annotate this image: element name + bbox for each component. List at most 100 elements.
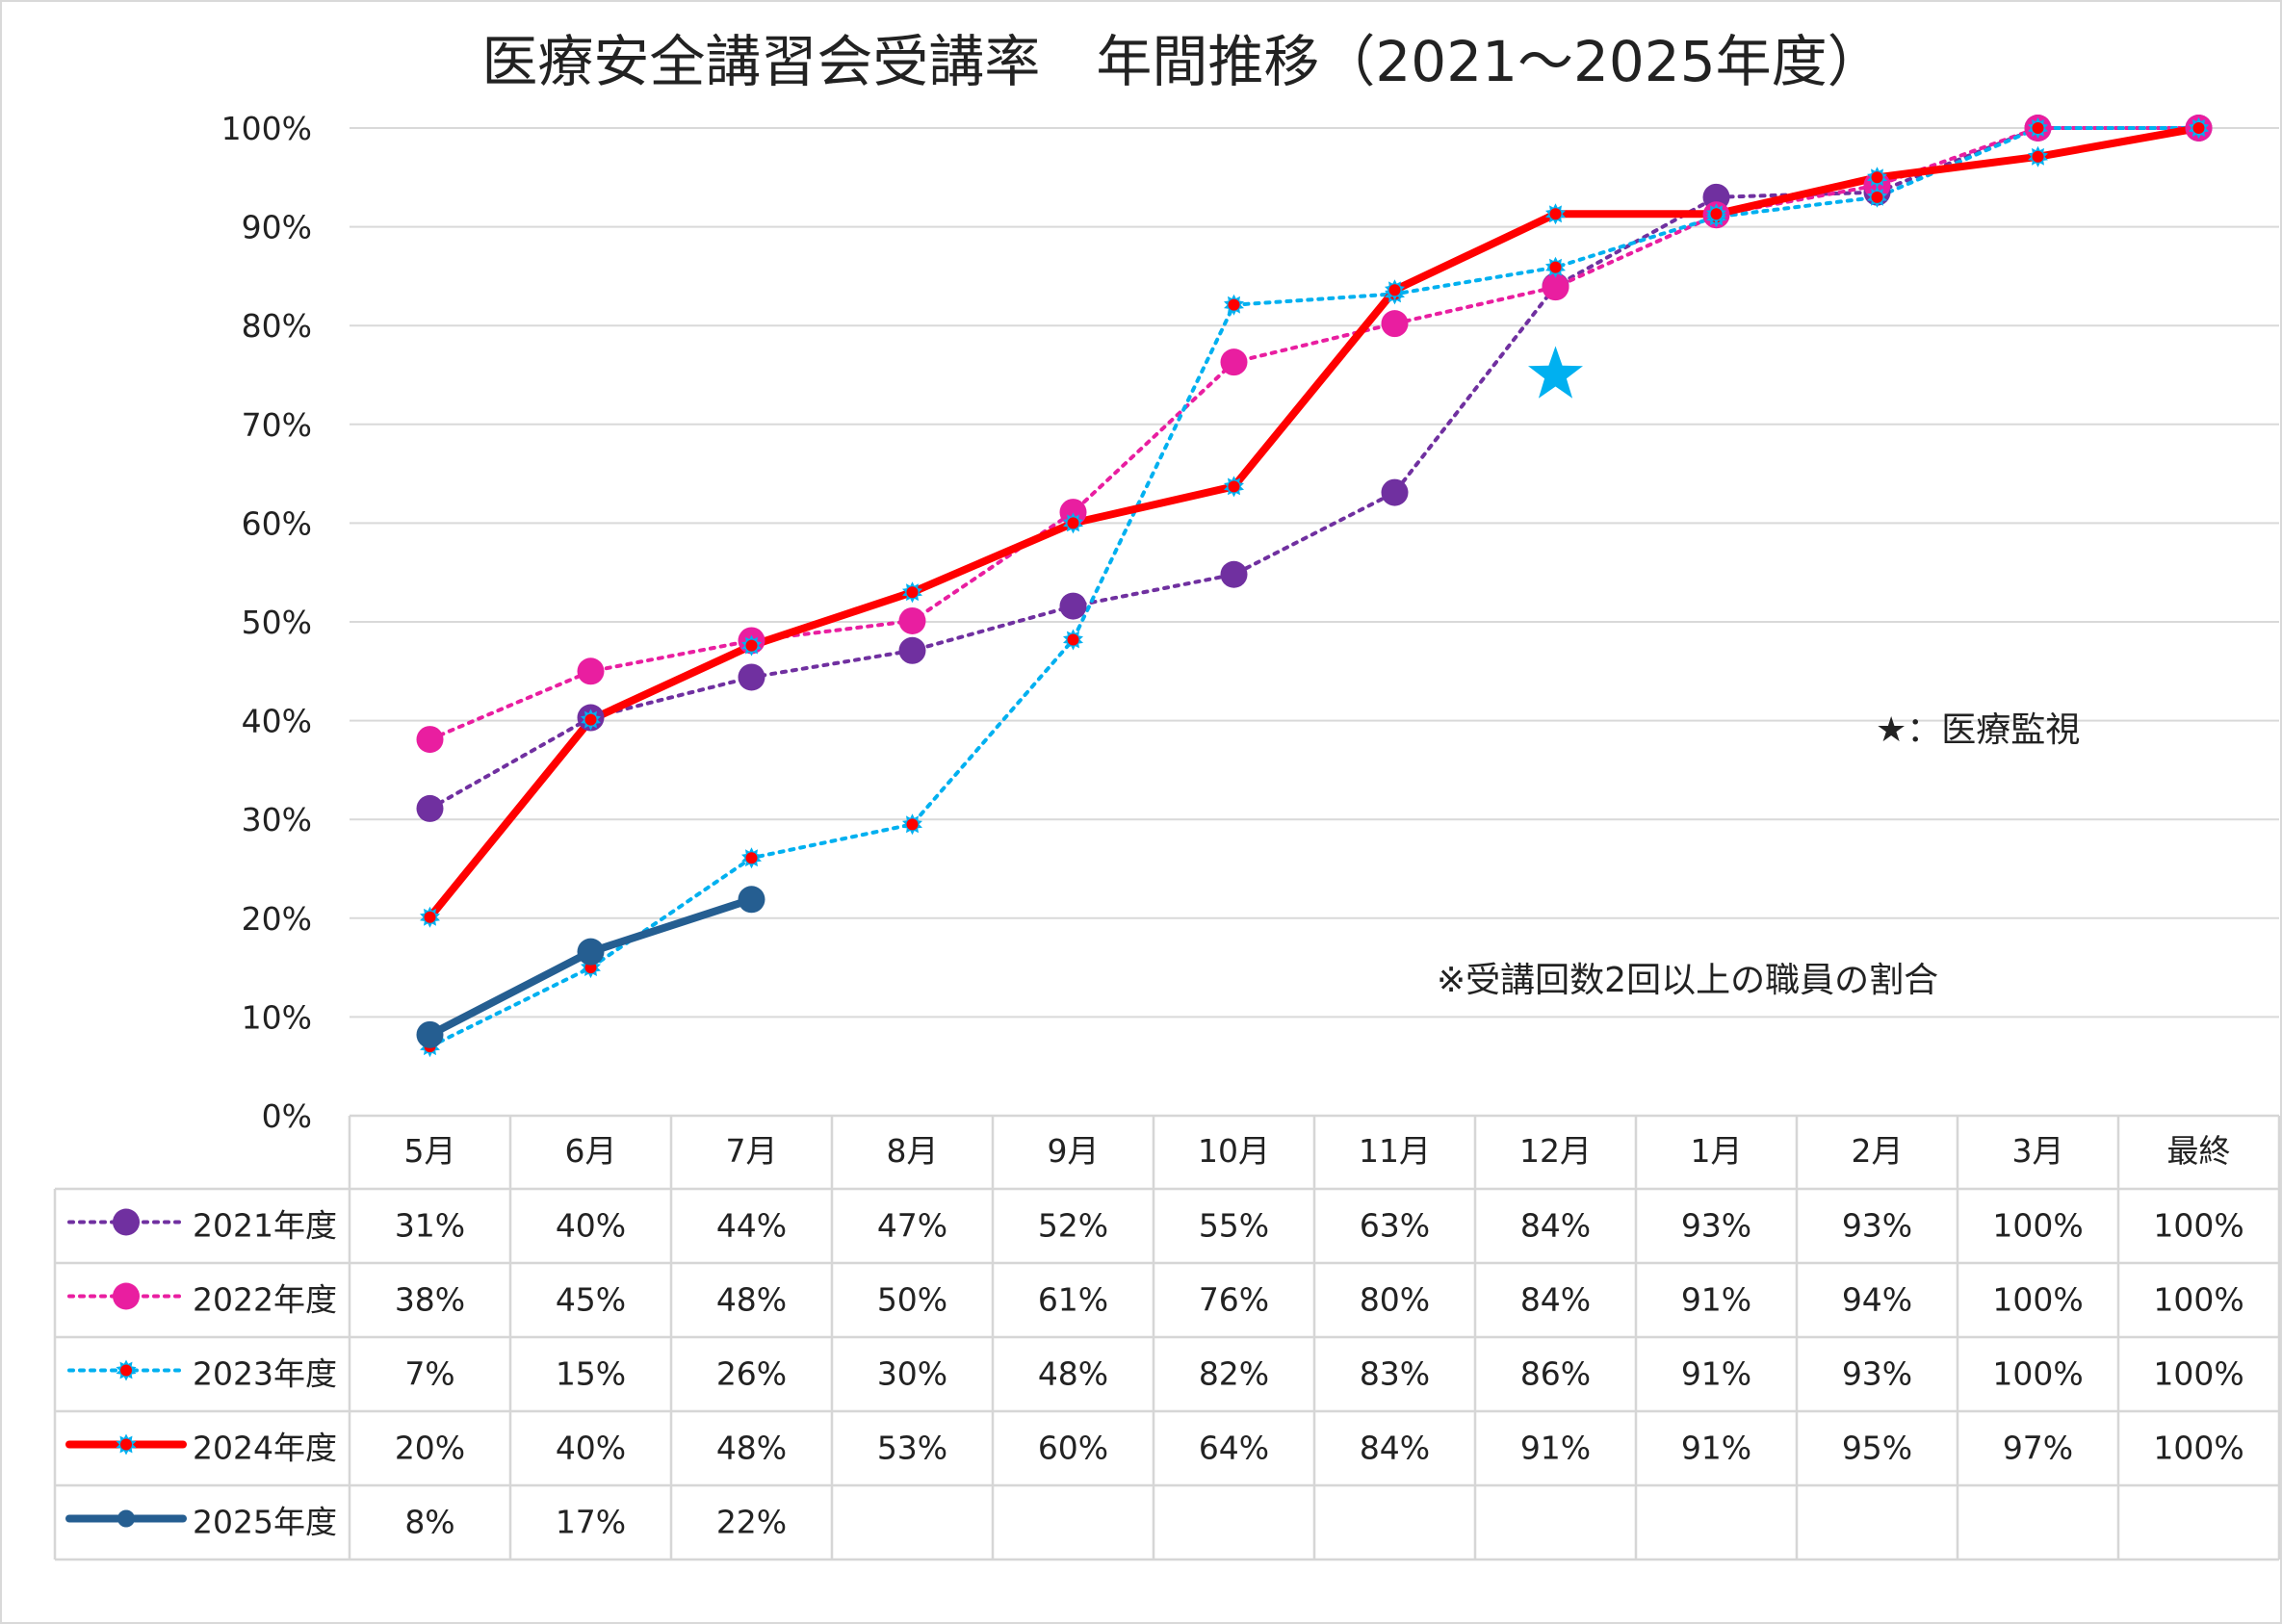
annotation-ratio-note: ※受講回数2回以上の職員の割合 [1437,961,1938,1000]
table-cell: 95% [1842,1430,1912,1467]
table-cell: 30% [877,1355,947,1393]
table-cell: 17% [556,1504,626,1541]
data-point-center [120,1364,132,1377]
table-cell: 60% [1038,1430,1108,1467]
chart-title: 医療安全講習会受講率 年間推移（2021～2025年度） [481,29,1882,94]
data-point [1220,348,1248,376]
x-category-label: 1月 [1691,1132,1743,1170]
table-cell: 20% [395,1430,465,1467]
x-category-label: 9月 [1048,1132,1100,1170]
data-point-center [906,818,919,831]
table-cell: 52% [1038,1207,1108,1245]
table-cell: 100% [2153,1355,2243,1393]
y-tick-label: 70% [242,406,312,444]
table-cell: 100% [1992,1207,2083,1245]
table-cell: 40% [556,1207,626,1245]
data-point-center [745,639,758,652]
table-cell: 91% [1681,1430,1751,1467]
y-tick-label: 20% [242,900,312,938]
y-tick-label: 30% [242,801,312,838]
y-axis: 0% 10% 20% 30% 40% 50% 60% 70% 80% 90% 100% [221,110,312,1135]
table-cell: 84% [1520,1281,1591,1319]
table-cell: 8% [404,1504,454,1541]
x-category-label: 7月 [726,1132,778,1170]
data-point-center [1549,208,1562,220]
data-point [416,794,444,822]
table-cell: 80% [1360,1281,1430,1319]
table-cell: 63% [1360,1207,1430,1245]
medical-inspection-star [1528,346,1583,399]
y-tick-label: 100% [221,110,312,147]
x-category-label: 2月 [1852,1132,1904,1170]
legend-label: 2024年度 [193,1430,337,1467]
table-cell: 97% [2003,1430,2073,1467]
series-line [426,124,2203,921]
data-point [416,726,444,754]
data-point [577,938,605,966]
table-cell: 94% [1842,1281,1912,1319]
table-cell: 86% [1520,1355,1591,1393]
data-point-center [584,713,597,726]
series-lines [426,124,2203,1049]
data-point [898,636,926,664]
table-cell: 48% [716,1430,787,1467]
data-point-center [424,911,436,923]
series-line [428,126,2201,1049]
data-point [113,1208,140,1236]
table-cell: 26% [716,1355,787,1393]
x-category-label: 8月 [887,1132,939,1170]
data-point-center [1871,191,1883,203]
data-point [117,1509,135,1528]
y-tick-label: 10% [242,998,312,1036]
x-category-label: 10月 [1198,1132,1270,1170]
y-tick-label: 90% [242,209,312,246]
y-tick-label: 80% [242,307,312,345]
data-point [898,606,926,634]
table-cell: 7% [404,1355,454,1393]
x-category-label: 6月 [565,1132,617,1170]
x-category-label: 最終 [2167,1132,2231,1170]
x-category-label: 12月 [1519,1132,1592,1170]
grid-lines [350,127,2279,1018]
data-point [113,1282,140,1310]
data-point-center [1388,284,1401,296]
table-cell: 48% [1038,1355,1108,1393]
star-marker [1528,346,1583,399]
table-cell: 45% [556,1281,626,1319]
table-cell: 48% [716,1281,787,1319]
data-point [1220,560,1248,588]
table-cell: 100% [2153,1281,2243,1319]
data-point [1542,273,1569,301]
y-tick-label: 40% [242,703,312,740]
table-cell: 44% [716,1207,787,1245]
data-point-center [1549,261,1562,273]
series-markers [416,115,2213,1058]
legend-label: 2025年度 [193,1504,337,1541]
x-category-label: 5月 [404,1132,456,1170]
data-point [738,886,765,914]
table-cell: 91% [1520,1430,1591,1467]
table-cell: 82% [1199,1355,1269,1393]
y-tick-label: 60% [242,504,312,542]
legend-label: 2021年度 [193,1207,337,1245]
data-point [738,663,765,691]
table-cell: 38% [395,1281,465,1319]
table-cell: 40% [556,1430,626,1467]
data-point-center [745,852,758,864]
data-point [1381,478,1409,506]
table-cell: 84% [1520,1207,1591,1245]
series-line [428,126,2201,811]
data-point-center [2032,122,2044,134]
data-point-center [2032,150,2044,163]
legend-label: 2023年度 [193,1355,337,1393]
table-cell: 22% [716,1504,787,1541]
data-point-center [1067,633,1079,646]
data-point-center [1871,171,1883,184]
data-point-center [2192,122,2205,134]
data-point-center [1710,208,1723,220]
table-cell: 15% [556,1355,626,1393]
table-cell: 64% [1199,1430,1269,1467]
table-cell: 100% [2153,1430,2243,1467]
